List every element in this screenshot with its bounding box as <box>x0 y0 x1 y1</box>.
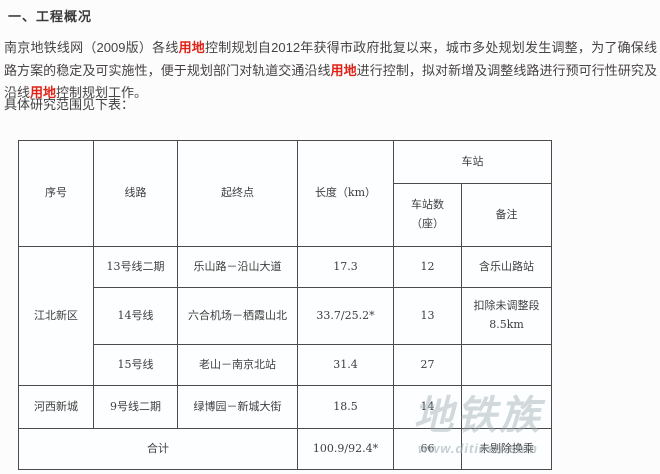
paragraph-text: 控制规划工作。 <box>56 85 148 100</box>
cell-total-label: 合计 <box>18 428 298 470</box>
cell-note: 含乐山路站 <box>461 246 552 288</box>
section-heading: 一、工程概况 <box>8 9 93 24</box>
cell-line: 9号线二期 <box>93 385 178 429</box>
table-total-row: 合计 100.9/92.4* 66 未剔除换乘 <box>18 428 552 470</box>
cell-length: 100.9/92.4* <box>297 428 394 470</box>
highlighted-keyword: 用地 <box>30 85 57 100</box>
cell-length: 17.3 <box>297 246 394 288</box>
cell-length: 33.7/25.2* <box>297 287 394 345</box>
cell-endpoints: 绿博园－新城大街 <box>177 385 298 429</box>
paragraph-text: 进行控制，拟对新增及调整线路进行预可行性研究及沿线 <box>4 62 657 101</box>
cell-line: 14号线 <box>93 287 178 345</box>
cell-stations: 66 <box>393 428 462 470</box>
cell-region: 河西新城 <box>18 385 94 429</box>
cell-region: 江北新区 <box>18 246 94 386</box>
paragraph-text: 南京地铁线网（2009版）各线 <box>4 40 179 55</box>
header-seq: 序号 <box>18 140 94 247</box>
paragraph-text: 控制规划自2012年获得市政府批复以来，城市多处规划发生调整，为了确保线路方案的… <box>4 40 658 78</box>
cell-stations: 13 <box>393 287 462 345</box>
header-station-group: 车站 <box>393 140 552 184</box>
intro-paragraph: 南京地铁线网（2009版）各线用地控制规划自2012年获得市政府批复以来，城市多… <box>4 37 657 105</box>
cell-endpoints: 乐山路－沿山大道 <box>177 246 298 288</box>
table-row: 15号线 老山－南京北站 31.4 27 <box>19 344 552 386</box>
highlighted-keyword: 用地 <box>178 40 206 55</box>
table-intro-text: 具体研究范围见下表： <box>4 97 135 112</box>
cell-note <box>461 344 552 386</box>
table-header-row-2: 车站数 （座） 备注 <box>19 183 552 247</box>
cell-stations: 14 <box>393 385 462 429</box>
cell-note: 扣除未调整段 8.5km <box>461 287 552 345</box>
cell-line: 15号线 <box>93 344 178 386</box>
cell-endpoints: 六合机场－栖霞山北 <box>177 287 298 345</box>
header-length: 长度（km） <box>297 140 394 247</box>
cell-stations: 12 <box>393 246 462 288</box>
cell-length: 31.4 <box>297 344 394 386</box>
highlighted-keyword: 用地 <box>330 62 357 78</box>
cell-note: 未剔除换乘 <box>461 428 552 470</box>
table-row: 江北新区 13号线二期 乐山路－沿山大道 17.3 12 含乐山路站 <box>18 246 552 386</box>
header-note: 备注 <box>461 183 552 247</box>
research-scope-table: 序号 线路 起终点 长度（km） 车站 车站数 （座） 备注 江北新区 13号线… <box>18 140 552 470</box>
cell-note <box>461 385 552 429</box>
header-endpoints: 起终点 <box>177 140 298 247</box>
cell-line: 13号线二期 <box>93 246 178 288</box>
header-station-count: 车站数 （座） <box>393 183 462 247</box>
cell-endpoints: 老山－南京北站 <box>177 344 298 386</box>
table-header-row-1: 序号 线路 起终点 长度（km） 车站 <box>18 140 552 247</box>
table-row: 14号线 六合机场－栖霞山北 33.7/25.2* 13 扣除未调整段 8.5k… <box>19 287 552 345</box>
cell-stations: 27 <box>393 344 462 386</box>
cell-length: 18.5 <box>297 385 394 429</box>
table-row: 河西新城 9号线二期 绿博园－新城大街 18.5 14 <box>18 385 552 429</box>
header-line: 线路 <box>93 140 178 247</box>
